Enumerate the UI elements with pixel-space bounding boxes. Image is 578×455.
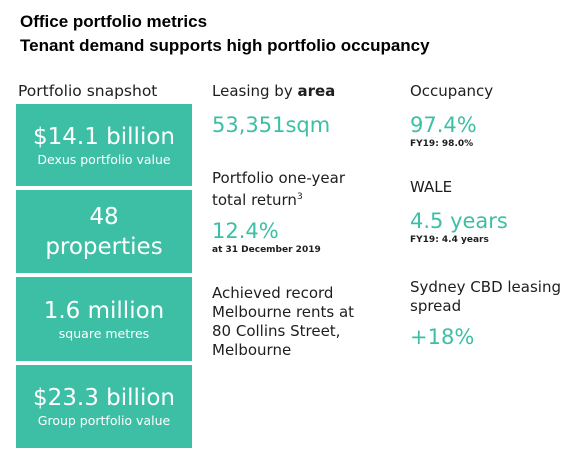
metric-record-rents: Achieved record Melbourne rents at 80 Co… [212,284,354,360]
metric-leasing: Leasing by area 53,351sqm [212,82,335,138]
record-line: Melbourne rents at [212,303,355,321]
snapshot-value: $23.3 billion [33,385,175,411]
metric-label-line2: spread [410,297,462,315]
snapshot-box-group-value: $23.3 billion Group portfolio value [16,365,192,448]
metric-subtext: FY19: 4.4 years [410,235,489,245]
metric-sydney-leasing-spread: Sydney CBD leasing spread +18% [410,278,561,350]
metric-value: 53,351sqm [212,113,331,137]
snapshot-value: 48 [89,203,119,230]
metric-label: Occupancy [410,82,494,100]
page-header: Office portfolio metrics Tenant demand s… [20,10,430,58]
page-subtitle: Tenant demand supports high portfolio oc… [20,36,430,55]
metric-subtext: at 31 December 2019 [212,245,321,255]
snapshot-value-unit: properties [45,233,163,260]
metric-subtext: FY19: 98.0% [410,139,474,149]
metric-label-line1: Portfolio one-year [212,169,346,187]
snapshot-caption: square metres [58,325,150,341]
snapshot-value: 1.6 million [43,297,165,324]
snapshot-title: Portfolio snapshot [18,82,158,100]
record-line: Achieved record [212,284,334,302]
snapshot-value: $14.1 billion [33,123,175,150]
metric-label-line2: total return3 [212,191,303,209]
record-line: 80 Collins Street, [212,322,341,340]
metric-value: 97.4% [410,113,477,137]
metric-wale: WALE 4.5 years FY19: 4.4 years [410,178,508,246]
snapshot-caption: Group portfolio value [37,413,171,428]
footnote-marker: 3 [296,192,303,202]
metric-value: +18% [410,325,475,349]
snapshot-box-square-metres: 1.6 million square metres [16,277,192,361]
record-line: Melbourne [212,341,292,359]
metric-total-return: Portfolio one-year total return3 12.4% a… [212,169,345,256]
metric-occupancy: Occupancy 97.4% FY19: 98.0% [410,82,493,150]
metric-value: 12.4% [212,219,279,243]
metric-label: Leasing by area [212,82,336,100]
snapshot-caption: Dexus portfolio value [37,151,171,167]
metric-label-line1: Sydney CBD leasing [410,278,561,296]
metric-value: 4.5 years [410,209,508,233]
metric-label: WALE [410,178,453,196]
snapshot-box-dexus-value: $14.1 billion Dexus portfolio value [16,104,192,186]
page-title: Office portfolio metrics [20,12,208,31]
snapshot-box-properties: 48 properties [16,190,192,273]
